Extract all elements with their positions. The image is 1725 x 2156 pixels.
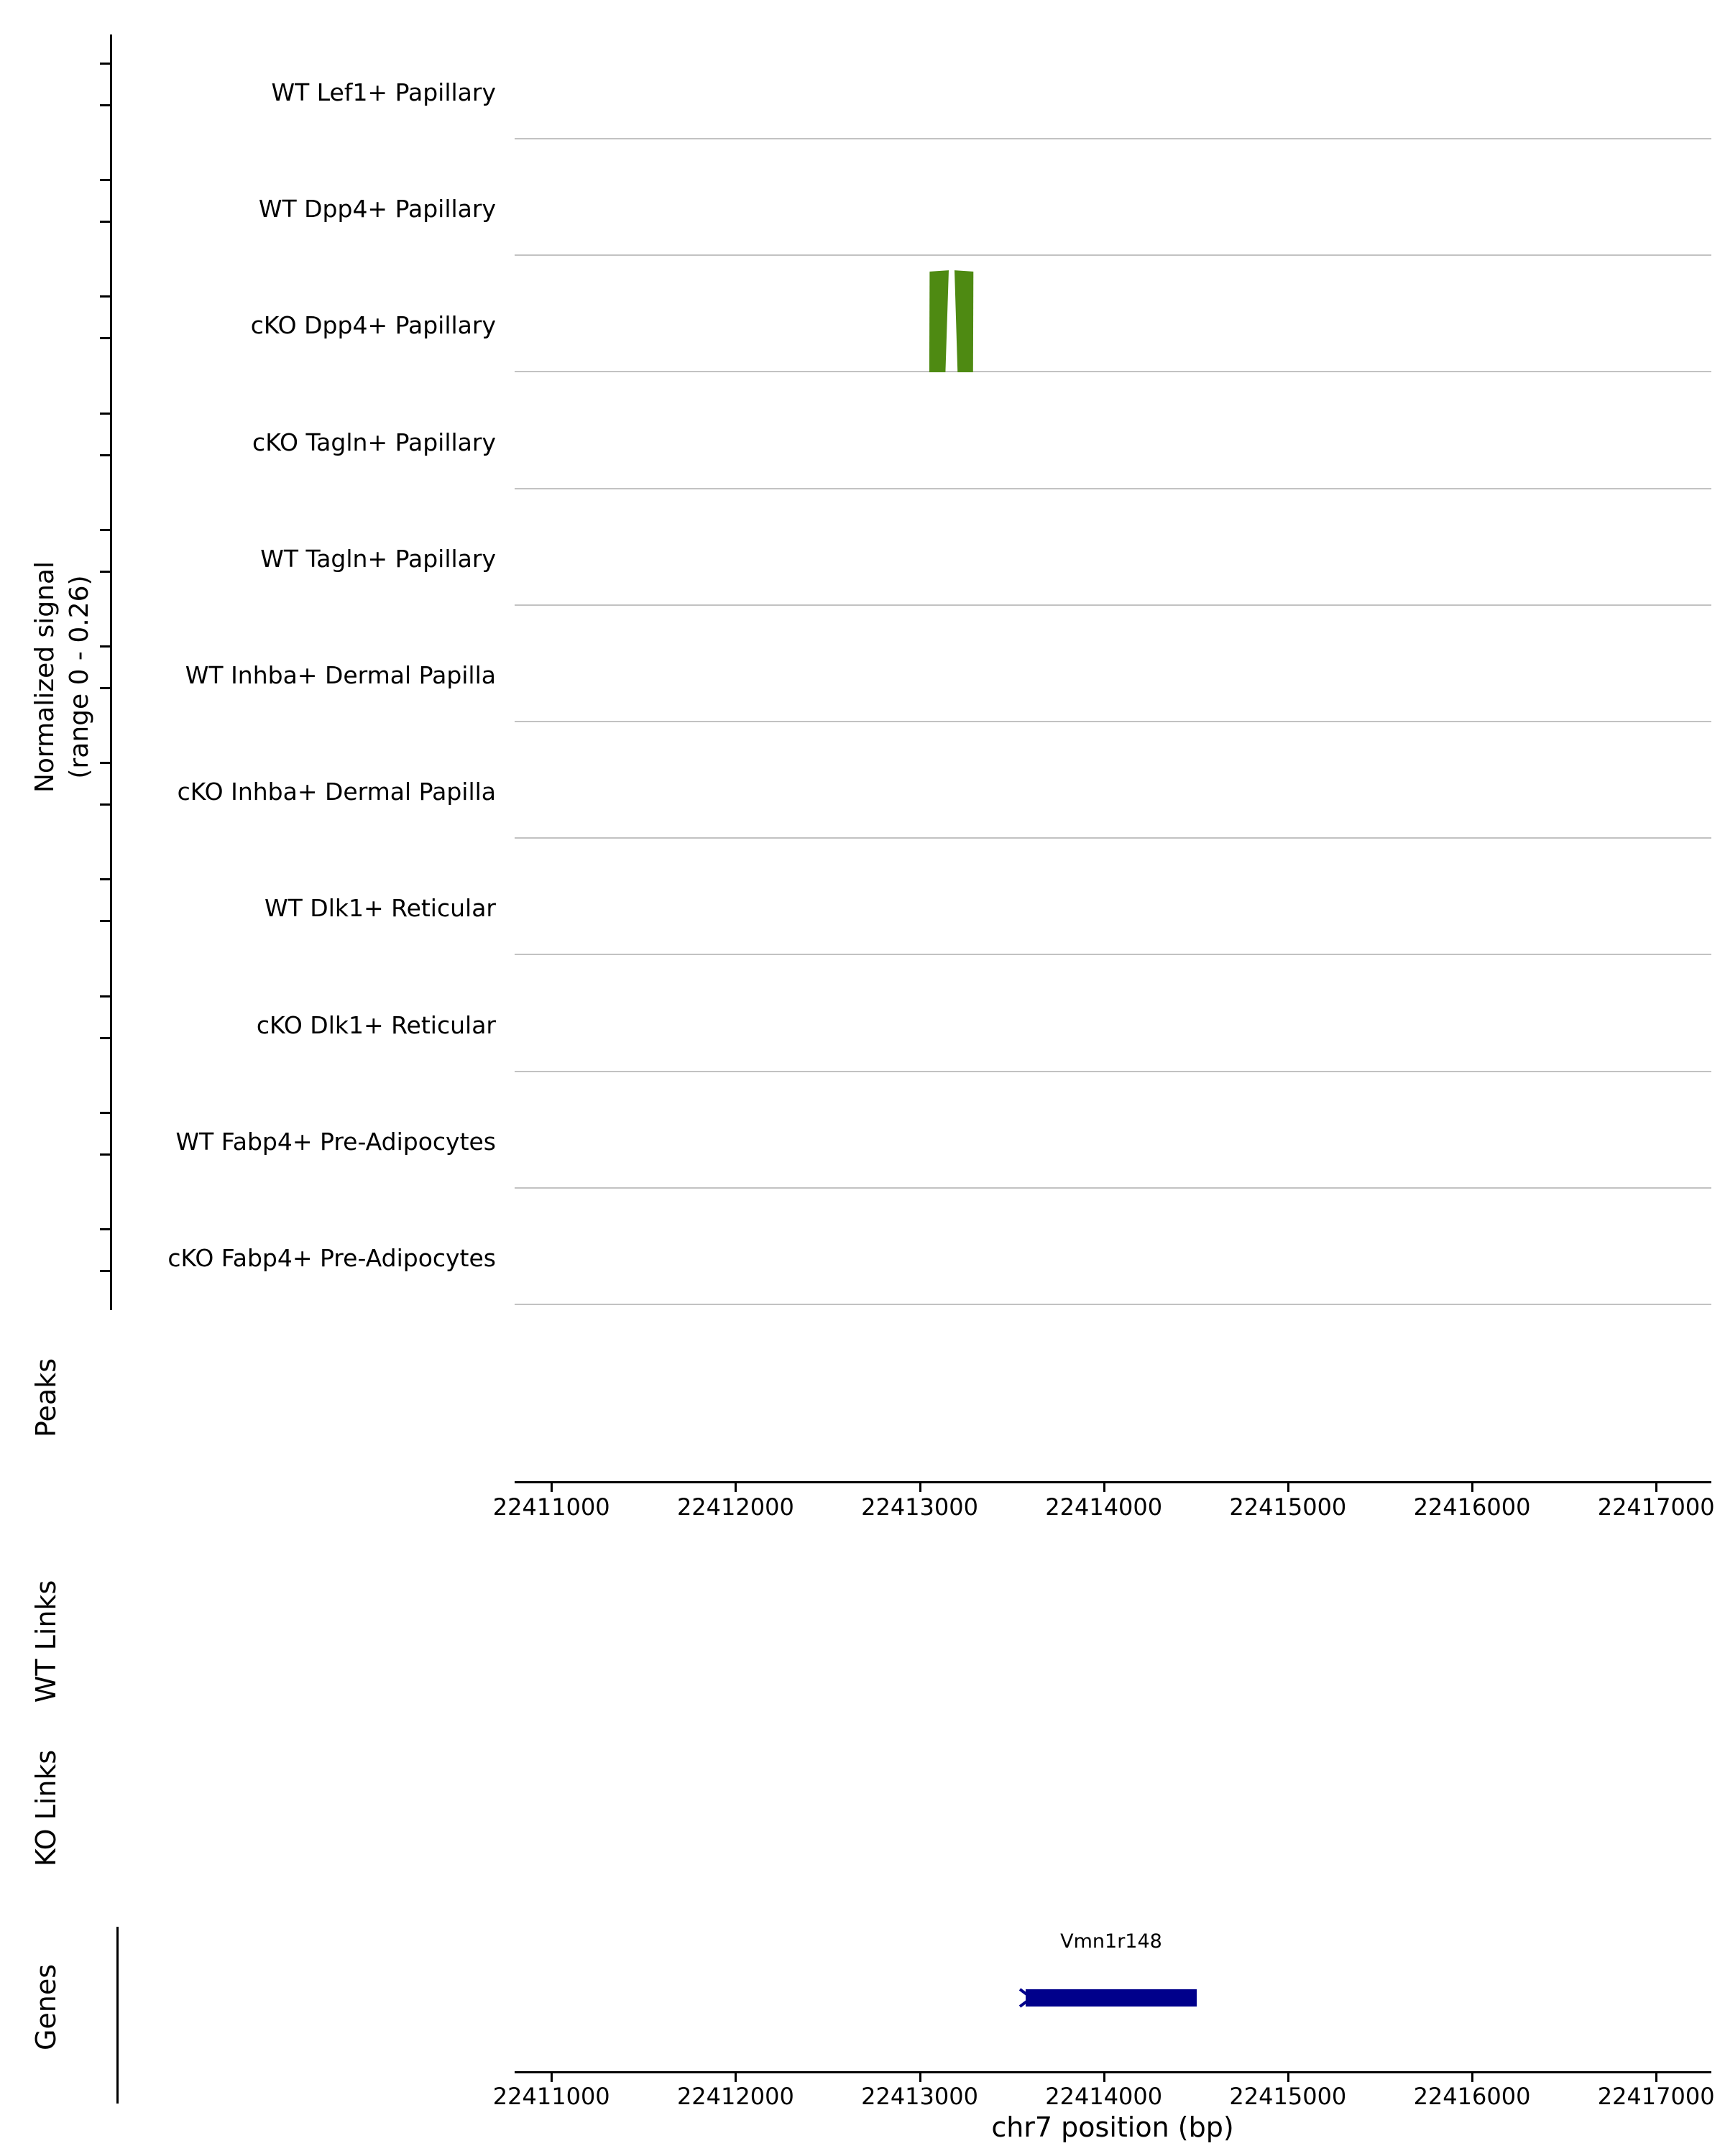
- gene-body: [1025, 1989, 1197, 2007]
- peaks-x-axis-tick: [1655, 1481, 1658, 1492]
- y-axis-tick: [100, 803, 111, 806]
- y-axis-tick: [100, 104, 111, 106]
- y-axis-tick: [100, 570, 111, 573]
- peaks-x-axis-tick-label: 22415000: [1229, 1493, 1347, 1521]
- track-baseline: [515, 1070, 1711, 1072]
- y-axis-tick: [100, 337, 111, 340]
- peaks-x-axis-tick-label: 22417000: [1597, 1493, 1715, 1521]
- track-label: WT Dpp4+ Papillary: [258, 195, 496, 224]
- section-label-genes: Genes: [30, 1963, 62, 2051]
- bottom-x-axis-tick-label: 22416000: [1413, 2083, 1531, 2110]
- y-axis-tick: [100, 995, 111, 998]
- bottom-x-axis-tick-label: 22412000: [676, 2083, 794, 2110]
- y-axis-tick: [100, 1270, 111, 1272]
- y-axis-tick: [100, 1153, 111, 1156]
- peaks-x-axis-line: [515, 1481, 1711, 1483]
- y-axis-tick: [100, 295, 111, 298]
- y-axis-tick: [100, 453, 111, 456]
- bottom-x-axis-tick-label: 22417000: [1597, 2083, 1715, 2110]
- peaks-x-axis-tick-label: 22413000: [861, 1493, 978, 1521]
- peaks-x-axis-tick: [1471, 1481, 1473, 1492]
- track-baseline: [515, 604, 1711, 606]
- peaks-x-axis-tick-label: 22412000: [676, 1493, 794, 1521]
- y-axis-tick: [100, 878, 111, 881]
- track-baseline: [515, 1304, 1711, 1305]
- track-label: WT Lef1+ Papillary: [271, 78, 496, 106]
- bottom-x-axis-tick-label: 22414000: [1045, 2083, 1163, 2110]
- section-label-wt-links: WT Links: [30, 1580, 62, 1703]
- y-axis-tick: [100, 645, 111, 648]
- peaks-x-axis-tick: [1287, 1481, 1289, 1492]
- bottom-x-axis-tick-label: 22415000: [1229, 2083, 1347, 2110]
- signal-peak: [929, 270, 974, 373]
- track-label: WT Dlk1+ Reticular: [264, 894, 496, 923]
- x-axis-title: chr7 position (bp): [991, 2111, 1234, 2143]
- track-label: WT Fabp4+ Pre-Adipocytes: [175, 1127, 496, 1156]
- section-label-peaks: Peaks: [30, 1358, 62, 1438]
- peaks-x-axis-tick: [1103, 1481, 1105, 1492]
- track-baseline: [515, 487, 1711, 489]
- peaks-x-axis-tick-label: 22416000: [1413, 1493, 1531, 1521]
- bottom-x-axis-tick: [1287, 2071, 1289, 2082]
- y-axis-tick: [100, 1036, 111, 1039]
- bottom-x-axis-tick: [1655, 2071, 1658, 2082]
- track-baseline: [515, 138, 1711, 139]
- track-label: cKO Dpp4+ Papillary: [250, 311, 496, 340]
- y-axis-tick: [100, 687, 111, 689]
- section-label-ko-links: KO Links: [30, 1749, 62, 1867]
- y-axis-tick: [100, 762, 111, 765]
- y-axis-tick: [100, 221, 111, 224]
- track-label: WT Inhba+ Dermal Papilla: [185, 661, 496, 689]
- track-label: cKO Fabp4+ Pre-Adipocytes: [167, 1244, 496, 1272]
- y-axis-tick: [100, 1228, 111, 1230]
- peaks-x-axis-tick: [919, 1481, 921, 1492]
- track-label: WT Tagln+ Papillary: [260, 544, 496, 573]
- track-baseline: [515, 721, 1711, 722]
- y-axis-tick: [100, 1111, 111, 1114]
- bottom-x-axis-tick-label: 22411000: [492, 2083, 610, 2110]
- genes-section-axis-line: [116, 1927, 119, 2104]
- signal-peak-polygon: [954, 270, 974, 373]
- track-label: cKO Dlk1+ Reticular: [256, 1010, 496, 1039]
- y-axis-title-line2: (range 0 - 0.26): [65, 575, 94, 779]
- bottom-x-axis-line: [515, 2071, 1711, 2073]
- bottom-x-axis-tick: [551, 2071, 553, 2082]
- gene-strand-arrow-icon: [1018, 1988, 1034, 2008]
- y-axis-title: Normalized signal (range 0 - 0.26): [28, 561, 97, 793]
- bottom-x-axis-tick-label: 22413000: [861, 2083, 978, 2110]
- bottom-x-axis-tick: [1471, 2071, 1473, 2082]
- track-label: cKO Tagln+ Papillary: [252, 428, 496, 456]
- y-axis-title-line1: Normalized signal: [30, 561, 60, 793]
- peaks-x-axis-tick: [551, 1481, 553, 1492]
- bottom-x-axis-tick: [919, 2071, 921, 2082]
- peaks-x-axis-tick: [735, 1481, 737, 1492]
- gene-label: Vmn1r148: [1060, 1930, 1162, 1953]
- y-axis-tick: [100, 528, 111, 531]
- signal-y-axis-line: [110, 34, 112, 1310]
- y-axis-tick: [100, 63, 111, 65]
- track-label: cKO Inhba+ Dermal Papilla: [177, 778, 496, 806]
- peaks-x-axis-tick-label: 22414000: [1045, 1493, 1163, 1521]
- y-axis-tick: [100, 412, 111, 415]
- y-axis-tick: [100, 179, 111, 182]
- track-baseline: [515, 954, 1711, 956]
- y-axis-tick: [100, 920, 111, 923]
- signal-peak-polygon: [929, 270, 949, 373]
- track-baseline: [515, 1187, 1711, 1189]
- track-baseline: [515, 371, 1711, 373]
- track-baseline: [515, 254, 1711, 257]
- bottom-x-axis-tick: [735, 2071, 737, 2082]
- bottom-x-axis-tick: [1103, 2071, 1105, 2082]
- peaks-x-axis-tick-label: 22411000: [492, 1493, 610, 1521]
- track-baseline: [515, 837, 1711, 839]
